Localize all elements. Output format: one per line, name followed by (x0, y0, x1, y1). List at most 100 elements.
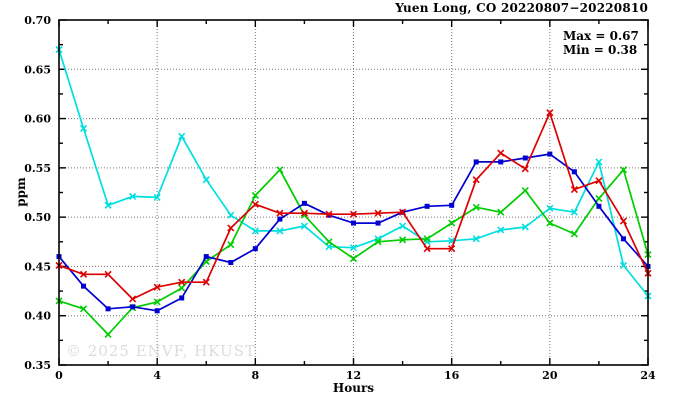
series-cyan-marker (619, 261, 628, 270)
x-tick-label: 20 (542, 369, 558, 382)
series-green-marker (79, 305, 88, 313)
series-cyan-marker (251, 227, 259, 235)
series-cyan-marker (276, 227, 284, 235)
min-annotation: Min = 0.38 (563, 43, 638, 57)
series-green-marker (619, 166, 628, 174)
series-green-marker (104, 330, 112, 339)
y-axis-label: ppm (14, 177, 28, 207)
y-tick-label: 0.60 (24, 113, 51, 126)
series-green-marker (570, 230, 578, 238)
series-blue-marker (277, 216, 283, 222)
series-green-marker (374, 238, 382, 246)
series-red-marker (595, 177, 603, 185)
series-blue-marker (203, 254, 209, 260)
y-tick-label: 0.55 (24, 162, 51, 175)
series-cyan (55, 46, 652, 300)
series-blue-marker (473, 159, 479, 165)
series-cyan-marker (300, 222, 308, 230)
series-blue-marker (130, 304, 136, 310)
series-blue-marker (351, 220, 356, 226)
series-cyan-marker (595, 158, 603, 166)
series-blue-marker (228, 259, 234, 265)
series-blue (56, 151, 651, 314)
series-red-marker (546, 109, 554, 117)
series-green-marker (546, 219, 554, 227)
series-green-marker (325, 238, 333, 246)
max-min-annotation: Max = 0.67 Min = 0.38 (563, 29, 639, 57)
tick-labels: 0 4 8 12 16 20 24 0.35 0.40 0.45 0.50 0.55 0.60 0.65 0… (24, 14, 656, 382)
series-blue-marker (620, 236, 626, 242)
series-cyan-marker (227, 211, 235, 219)
series-red-marker (374, 209, 382, 217)
series-cyan-marker (202, 176, 210, 184)
series-blue-marker (179, 295, 185, 301)
series-red-marker (472, 176, 480, 184)
series-cyan-marker (104, 201, 112, 209)
series-cyan-marker (79, 124, 88, 132)
y-tick-label: 0.45 (24, 260, 51, 273)
series-red-marker (521, 165, 529, 173)
series-red-marker (178, 278, 186, 286)
series-green-marker (399, 236, 407, 244)
series-red-marker (325, 210, 333, 218)
series-red-marker (349, 210, 358, 218)
y-tick-label: 0.40 (24, 310, 51, 323)
y-tick-label: 0.50 (24, 211, 51, 224)
series-blue-marker (154, 308, 160, 314)
series-cyan-marker (521, 223, 529, 231)
series-cyan-marker (129, 192, 137, 201)
series-blue-marker (522, 155, 528, 161)
series-red-marker (202, 278, 210, 286)
series-cyan-marker (546, 204, 554, 212)
x-axis-label: Hours (332, 381, 375, 395)
series-red-marker (448, 245, 456, 253)
series-green-marker (251, 191, 259, 200)
series-red-marker (300, 209, 308, 217)
series-red-marker (497, 149, 505, 157)
series-blue-marker (424, 203, 430, 209)
series-green-marker (497, 208, 505, 216)
plot-frame (58, 19, 649, 366)
series-blue-marker (596, 203, 602, 209)
series-green-marker (178, 284, 186, 292)
series-cyan-marker (153, 193, 161, 201)
series-blue-marker (301, 200, 307, 206)
series-green-marker (472, 203, 480, 211)
series-blue-marker (105, 306, 111, 312)
series-red-marker (619, 217, 628, 225)
series-blue-marker (81, 283, 87, 289)
y-tick-label: 0.65 (24, 63, 51, 76)
series-red-marker (399, 208, 407, 216)
series-red-marker (227, 224, 235, 232)
series-cyan-marker (399, 222, 407, 230)
series-blue-marker (252, 246, 258, 252)
x-tick-label: 8 (252, 369, 260, 382)
series-blue-marker (498, 159, 504, 165)
max-annotation: Max = 0.67 (563, 29, 639, 43)
series-cyan-marker (349, 244, 358, 252)
series-green-marker (423, 235, 431, 243)
series-blue-marker (547, 151, 553, 157)
x-tick-label: 24 (640, 369, 656, 382)
series-red-marker (153, 283, 161, 291)
series-red-marker (104, 270, 112, 278)
series-green-marker (595, 194, 603, 202)
series-red-marker (570, 185, 578, 194)
series-blue-marker (375, 220, 381, 226)
series-cyan-marker (497, 226, 505, 234)
series-green-marker (227, 241, 235, 249)
series-green-marker (276, 166, 284, 174)
series-red-marker (129, 295, 137, 303)
y-tick-label: 0.35 (24, 359, 51, 372)
series-red-marker (423, 245, 431, 253)
series-blue-marker (571, 169, 577, 175)
x-tick-label: 4 (153, 369, 161, 382)
grid-lines (59, 20, 648, 365)
series-green (55, 166, 652, 339)
x-tick-label: 0 (55, 369, 63, 382)
series-green-marker (521, 186, 529, 195)
series-green-marker (349, 254, 358, 263)
series-green-marker (153, 298, 161, 306)
